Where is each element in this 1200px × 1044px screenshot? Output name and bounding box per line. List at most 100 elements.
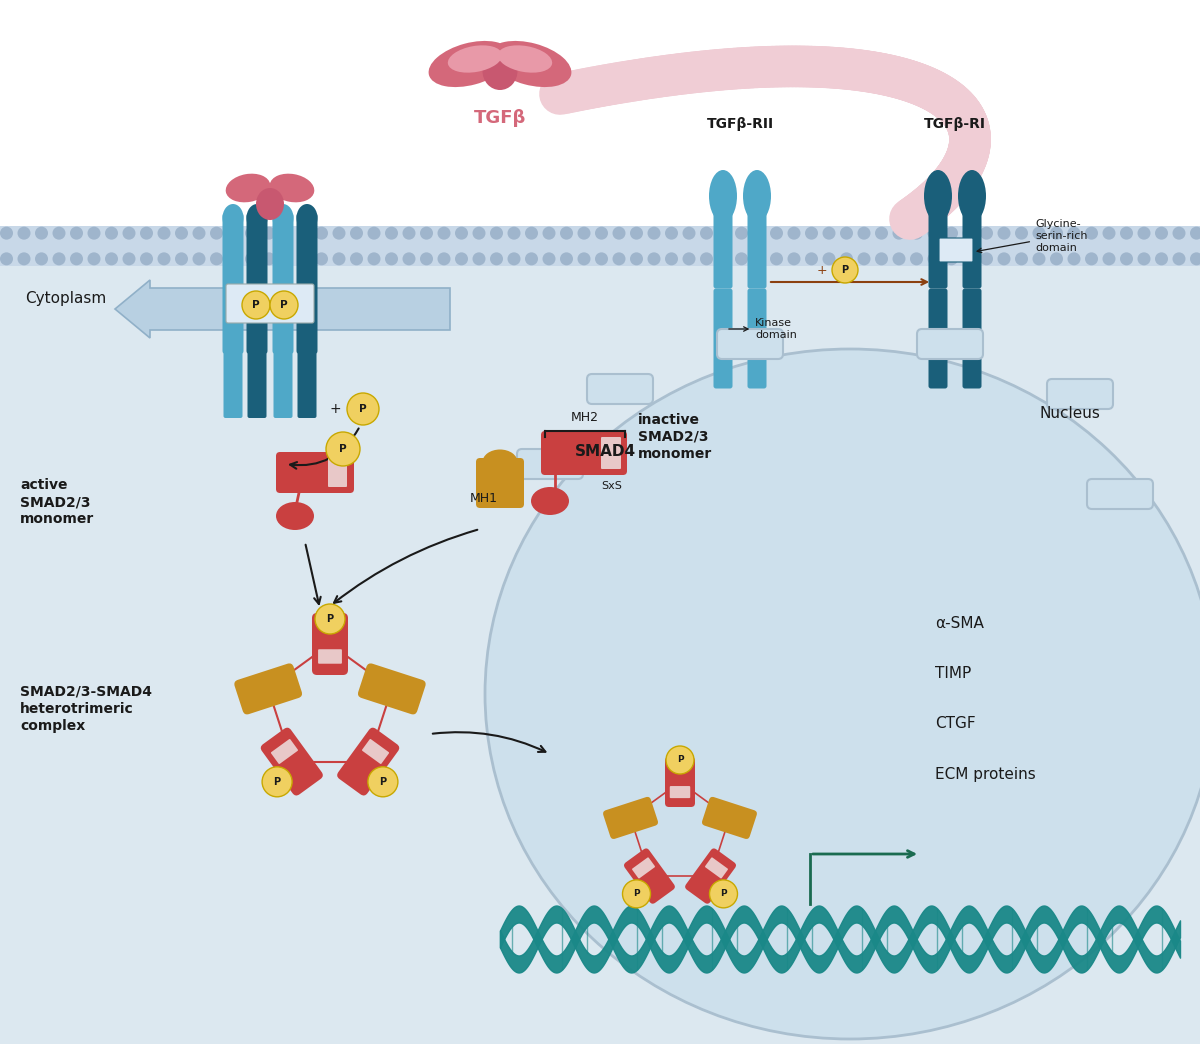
Circle shape (210, 227, 223, 240)
Circle shape (1068, 253, 1080, 265)
FancyBboxPatch shape (312, 613, 348, 675)
Circle shape (718, 227, 731, 240)
Text: P: P (677, 756, 683, 764)
Circle shape (787, 253, 800, 265)
Ellipse shape (924, 170, 952, 222)
Circle shape (1190, 253, 1200, 265)
Circle shape (1103, 227, 1116, 240)
Circle shape (175, 253, 188, 265)
Circle shape (612, 253, 625, 265)
Circle shape (473, 227, 486, 240)
Circle shape (1032, 253, 1045, 265)
Text: Nucleus: Nucleus (1039, 406, 1100, 422)
Circle shape (683, 253, 696, 265)
Circle shape (438, 253, 450, 265)
FancyBboxPatch shape (328, 458, 347, 487)
Circle shape (350, 227, 364, 240)
Circle shape (832, 257, 858, 283)
Circle shape (438, 227, 450, 240)
Circle shape (245, 227, 258, 240)
FancyBboxPatch shape (601, 437, 622, 469)
FancyBboxPatch shape (271, 739, 298, 764)
Circle shape (1085, 253, 1098, 265)
Circle shape (314, 227, 328, 240)
Circle shape (700, 253, 713, 265)
Ellipse shape (246, 204, 268, 232)
Circle shape (1172, 253, 1186, 265)
Circle shape (734, 227, 748, 240)
Circle shape (385, 253, 398, 265)
Bar (0, 226, 1200, 266)
Circle shape (270, 291, 298, 319)
Circle shape (630, 227, 643, 240)
Circle shape (53, 227, 66, 240)
Text: SMAD4: SMAD4 (575, 445, 636, 459)
Circle shape (104, 253, 118, 265)
Circle shape (0, 227, 13, 240)
Ellipse shape (743, 170, 772, 222)
Circle shape (997, 253, 1010, 265)
FancyBboxPatch shape (223, 326, 242, 418)
FancyBboxPatch shape (714, 288, 732, 388)
Circle shape (752, 253, 766, 265)
Circle shape (875, 253, 888, 265)
Circle shape (1032, 227, 1045, 240)
Circle shape (648, 227, 660, 240)
Ellipse shape (749, 172, 766, 204)
Circle shape (262, 766, 292, 797)
Circle shape (770, 227, 784, 240)
Circle shape (1050, 253, 1063, 265)
Ellipse shape (222, 204, 244, 232)
Circle shape (752, 227, 766, 240)
Text: Glycine-
serin-rich
domain: Glycine- serin-rich domain (977, 219, 1087, 253)
Circle shape (595, 227, 608, 240)
Circle shape (822, 253, 835, 265)
Circle shape (402, 227, 415, 240)
FancyBboxPatch shape (274, 326, 293, 418)
Circle shape (1154, 227, 1168, 240)
Bar (0, 0, 1200, 226)
Circle shape (18, 227, 30, 240)
Circle shape (560, 253, 574, 265)
FancyBboxPatch shape (604, 797, 658, 839)
Text: Cytoplasm: Cytoplasm (25, 291, 107, 307)
Circle shape (560, 227, 574, 240)
Text: P: P (340, 444, 347, 454)
Circle shape (700, 227, 713, 240)
Circle shape (928, 253, 941, 265)
Circle shape (70, 227, 83, 240)
Circle shape (858, 227, 870, 240)
Ellipse shape (272, 204, 294, 232)
Circle shape (367, 227, 380, 240)
FancyBboxPatch shape (929, 288, 948, 388)
Circle shape (526, 227, 538, 240)
Circle shape (1154, 253, 1168, 265)
Circle shape (314, 253, 328, 265)
Circle shape (314, 604, 346, 634)
Circle shape (805, 227, 818, 240)
Circle shape (787, 227, 800, 240)
Circle shape (104, 227, 118, 240)
Circle shape (53, 253, 66, 265)
FancyBboxPatch shape (276, 452, 354, 493)
Ellipse shape (964, 172, 980, 204)
Circle shape (175, 227, 188, 240)
FancyBboxPatch shape (632, 857, 655, 878)
Circle shape (490, 227, 503, 240)
Circle shape (577, 227, 590, 240)
Circle shape (858, 253, 870, 265)
Text: TGFβ: TGFβ (474, 109, 526, 127)
FancyBboxPatch shape (272, 213, 294, 354)
Text: P: P (634, 889, 640, 899)
Circle shape (1050, 227, 1063, 240)
FancyBboxPatch shape (685, 849, 736, 904)
Circle shape (526, 253, 538, 265)
Circle shape (665, 227, 678, 240)
Text: active
SMAD2/3
monomer: active SMAD2/3 monomer (20, 478, 95, 526)
Circle shape (402, 253, 415, 265)
Circle shape (946, 227, 958, 240)
Text: P: P (359, 404, 367, 414)
Circle shape (455, 227, 468, 240)
Circle shape (980, 253, 994, 265)
Ellipse shape (714, 172, 732, 204)
